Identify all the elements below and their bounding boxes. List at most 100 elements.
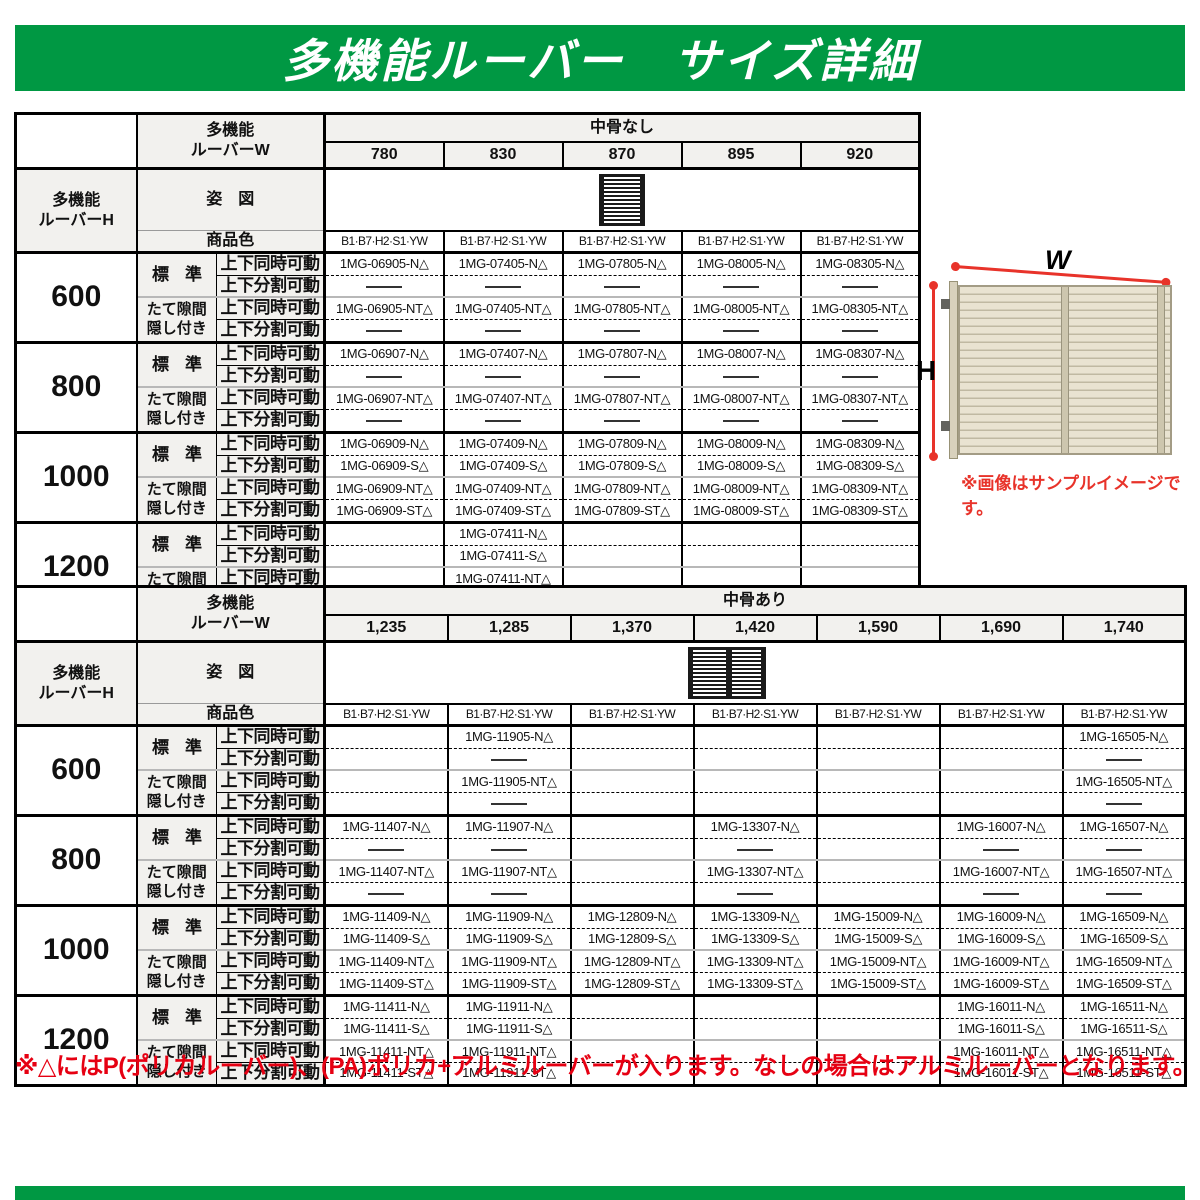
dash-placeholder: [368, 893, 405, 896]
dash-placeholder: [723, 330, 759, 333]
product-code-cell: [939, 882, 1064, 907]
height-cell: 1000: [15, 432, 138, 524]
movement-label: 上下分割可動: [216, 972, 326, 997]
product-code-cell: 1MG-08009-ST△: [681, 499, 802, 524]
product-code-cell: [562, 545, 683, 569]
product-code-cell: [562, 275, 683, 299]
color-code-cell: B1·B7·H2·S1·YW: [816, 703, 941, 727]
dash-placeholder: [491, 893, 527, 896]
product-code-cell: 1MG-13309-ST△: [693, 972, 818, 997]
product-code-cell: 1MG-08009-N△: [681, 432, 802, 456]
product-code-cell: 1MG-16011-S△: [939, 1018, 1064, 1042]
dash-placeholder: [983, 848, 1019, 851]
product-code-cell: [816, 725, 941, 749]
product-code-cell: [693, 838, 818, 862]
width-header-cell: 895: [681, 141, 802, 170]
height-label: H: [916, 355, 937, 386]
product-code-cell: [562, 409, 683, 434]
louver-h-header: 多機能 ルーバーH: [15, 641, 138, 727]
product-code-cell: [562, 522, 683, 546]
product-code-cell: 1MG-12809-NT△: [570, 950, 695, 974]
product-code-cell: 1MG-13307-N△: [693, 815, 818, 839]
product-code-cell: 1MG-11905-NT△: [447, 770, 572, 794]
louver-h-header: 多機能 ルーバーH: [15, 168, 138, 254]
product-code-cell: [443, 275, 564, 299]
product-code-cell: 1MG-11909-NT△: [447, 950, 572, 974]
width-header-cell: 870: [562, 141, 683, 170]
color-code-cell: B1·B7·H2·S1·YW: [939, 703, 1064, 727]
product-code-cell: 1MG-07405-N△: [443, 252, 564, 276]
product-code-cell: 1MG-07409-S△: [443, 455, 564, 479]
product-code-cell: [800, 545, 920, 569]
width-header-cell: 780: [324, 141, 445, 170]
product-code-cell: 1MG-07809-ST△: [562, 499, 683, 524]
product-code-cell: 1MG-16011-N△: [939, 995, 1064, 1019]
dash-placeholder: [366, 285, 403, 288]
product-code-cell: 1MG-15009-N△: [816, 905, 941, 929]
height-cell: 800: [15, 342, 138, 434]
product-code-cell: 1MG-13309-S△: [693, 928, 818, 952]
product-code-cell: [570, 860, 695, 884]
product-code-cell: 1MG-08005-N△: [681, 252, 802, 276]
movement-label: 上下同時可動: [216, 522, 326, 546]
product-code-cell: 1MG-08305-N△: [800, 252, 920, 276]
product-code-cell: 1MG-08309-N△: [800, 432, 920, 456]
product-code-cell: 1MG-07809-S△: [562, 455, 683, 479]
dash-placeholder: [1105, 803, 1142, 806]
product-code-cell: [939, 725, 1064, 749]
product-code-cell: [693, 882, 818, 907]
product-code-cell: [324, 365, 445, 389]
product-code-cell: 1MG-07409-ST△: [443, 499, 564, 524]
product-code-cell: 1MG-16009-ST△: [939, 972, 1064, 997]
product-code-cell: 1MG-16011-ST△: [939, 1062, 1064, 1087]
product-code-cell: 1MG-12809-N△: [570, 905, 695, 929]
dash-placeholder: [366, 330, 403, 333]
product-code-cell: [939, 838, 1064, 862]
product-code-cell: 1MG-08309-NT△: [800, 477, 920, 501]
dimension-endpoint-dot: [950, 261, 961, 272]
product-code-cell: [443, 365, 564, 389]
product-color-label: 商品色: [136, 703, 326, 727]
product-code-cell: [324, 409, 445, 434]
product-code-cell: [816, 748, 941, 772]
width-header-cell: 920: [800, 141, 920, 170]
product-code-cell: [1062, 748, 1186, 772]
product-code-cell: 1MG-13309-N△: [693, 905, 818, 929]
product-code-cell: [693, 1062, 818, 1087]
dash-placeholder: [841, 285, 878, 288]
corner-cell: [15, 586, 138, 643]
product-code-cell: [1062, 792, 1186, 817]
product-code-cell: 1MG-16511-NT△: [1062, 1040, 1186, 1064]
product-code-cell: 1MG-11909-N△: [447, 905, 572, 929]
movement-label: 上下分割可動: [216, 1018, 326, 1042]
movement-label: 上下分割可動: [216, 838, 326, 862]
dash-placeholder: [604, 330, 640, 333]
product-code-cell: 1MG-07805-N△: [562, 252, 683, 276]
product-code-cell: 1MG-06909-S△: [324, 455, 445, 479]
movement-label: 上下分割可動: [216, 882, 326, 907]
size-table-no-midrib-mount: 多機能 ルーバーW 中骨なし 780 830 870 895 920 多機能 ルーバーH 姿 図商品…: [14, 112, 921, 614]
dash-placeholder: [485, 330, 521, 333]
product-code-cell: [693, 1040, 818, 1064]
product-code-cell: 1MG-16009-N△: [939, 905, 1064, 929]
product-code-cell: [570, 815, 695, 839]
color-code-cell: B1·B7·H2·S1·YW: [693, 703, 818, 727]
product-code-cell: 1MG-08007-NT△: [681, 387, 802, 411]
louver-mullion: [1157, 287, 1165, 453]
product-code-cell: 1MG-11409-ST△: [324, 972, 449, 997]
product-code-cell: 1MG-11905-N△: [447, 725, 572, 749]
movement-label: 上下分割可動: [216, 455, 326, 479]
product-code-cell: [693, 1018, 818, 1042]
corner-cell: [15, 113, 138, 170]
movement-label: 上下分割可動: [216, 365, 326, 389]
type-standard-label: 標 準: [136, 905, 217, 952]
color-code-cell: B1·B7·H2·S1·YW: [324, 703, 449, 727]
product-code-cell: [800, 319, 920, 344]
dash-placeholder: [604, 420, 640, 423]
dash-placeholder: [485, 285, 521, 288]
product-code-cell: 1MG-11411-S△: [324, 1018, 449, 1042]
product-code-cell: 1MG-16505-NT△: [1062, 770, 1186, 794]
dash-placeholder: [366, 420, 403, 423]
product-code-cell: 1MG-08307-NT△: [800, 387, 920, 411]
louver-panel: [958, 285, 1172, 455]
